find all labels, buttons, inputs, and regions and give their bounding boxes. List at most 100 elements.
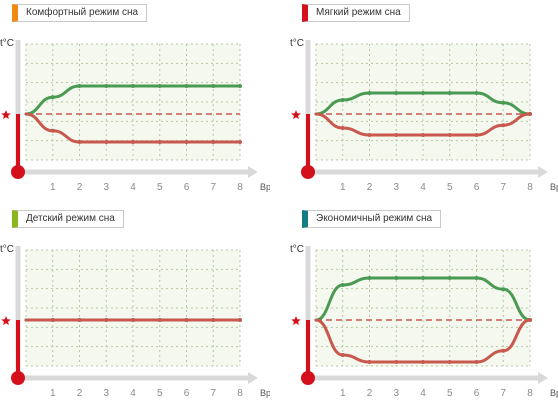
data-point <box>157 84 162 88</box>
x-axis-arrow <box>538 166 548 178</box>
panel-eco: Экономичный режим сна t°C 1 2 3 4 5 6 7 8 Время (ч… <box>290 206 558 406</box>
thermometer-bulb <box>11 371 25 385</box>
x-axis-label: Время (ч) <box>550 388 558 398</box>
x-tick-label: 1 <box>50 182 56 193</box>
thermometer-bulb <box>11 165 25 179</box>
data-point <box>157 318 162 322</box>
x-tick-label: 8 <box>527 182 533 193</box>
x-tick-label: 3 <box>103 182 109 193</box>
line-chart: 1 2 3 4 5 6 7 8 Время (ч) <box>1 246 270 399</box>
data-point <box>528 318 532 322</box>
data-point <box>394 91 399 95</box>
panel-child: Детский режим сна t°C 1 2 3 4 5 6 7 8 Время (ч) <box>0 206 270 406</box>
x-tick-label: 8 <box>237 182 243 193</box>
x-tick-label: 3 <box>393 182 399 193</box>
chart-title: Экономичный режим сна <box>302 210 442 228</box>
data-point <box>104 318 109 322</box>
data-point <box>77 318 82 322</box>
x-tick-label: 2 <box>367 182 373 193</box>
chart-title: Детский режим сна <box>12 210 124 228</box>
data-point <box>131 318 135 322</box>
x-tick-label: 8 <box>237 388 243 399</box>
data-point <box>340 98 345 102</box>
line-chart: 1 2 3 4 5 6 7 8 Время (ч) <box>291 40 558 193</box>
x-tick-label: 5 <box>447 388 453 399</box>
data-point <box>367 276 372 280</box>
x-tick-label: 5 <box>447 182 453 193</box>
x-tick-label: 6 <box>184 182 190 193</box>
data-point <box>474 133 479 137</box>
data-point <box>394 133 399 137</box>
chart-title: Комфортный режим сна <box>12 4 148 22</box>
line-chart: 1 2 3 4 5 6 7 8 Время (ч) <box>291 246 558 399</box>
data-point <box>447 360 452 364</box>
x-axis-arrow <box>248 372 258 384</box>
x-tick-label: 1 <box>340 388 346 399</box>
data-point <box>77 140 82 144</box>
data-point <box>104 140 109 144</box>
setpoint-star-icon <box>1 316 11 325</box>
x-tick-label: 4 <box>420 182 426 193</box>
x-tick-label: 7 <box>500 388 506 399</box>
data-point <box>528 112 532 116</box>
data-point <box>131 84 135 88</box>
data-point <box>104 84 109 88</box>
panel-soft: Мягкий режим сна t°C 1 2 3 4 5 6 7 8 Время (ч) <box>290 0 558 200</box>
data-point <box>474 360 479 364</box>
x-tick-label: 1 <box>340 182 346 193</box>
data-point <box>501 348 506 353</box>
data-point <box>421 276 425 280</box>
data-point <box>184 318 189 322</box>
x-tick-label: 6 <box>184 388 190 399</box>
x-tick-label: 6 <box>474 182 480 193</box>
data-point <box>50 318 55 322</box>
data-point <box>447 91 452 95</box>
setpoint-star-icon <box>1 110 11 119</box>
chart-title: Мягкий режим сна <box>302 4 410 22</box>
data-point <box>394 276 399 280</box>
x-tick-label: 7 <box>210 182 216 193</box>
thermometer-bulb <box>301 165 315 179</box>
data-point <box>77 84 82 88</box>
data-point <box>501 123 506 128</box>
x-tick-label: 7 <box>500 182 506 193</box>
data-point <box>184 84 189 88</box>
x-tick-label: 6 <box>474 388 480 399</box>
data-point <box>211 318 216 322</box>
data-point <box>447 276 452 280</box>
x-tick-label: 7 <box>210 388 216 399</box>
x-tick-label: 1 <box>50 388 56 399</box>
x-tick-label: 4 <box>130 182 136 193</box>
data-point <box>421 91 425 95</box>
data-point <box>447 133 452 137</box>
data-point <box>474 91 479 95</box>
x-tick-label: 3 <box>393 388 399 399</box>
x-tick-label: 4 <box>420 388 426 399</box>
thermometer-bulb <box>301 371 315 385</box>
data-point <box>184 140 189 144</box>
y-axis-unit-label: t°C <box>0 38 14 49</box>
data-point <box>340 126 345 130</box>
data-point <box>238 84 242 88</box>
data-point <box>367 91 372 95</box>
data-point <box>131 140 135 144</box>
setpoint-star-icon <box>291 316 301 325</box>
x-tick-label: 5 <box>157 388 163 399</box>
data-point <box>474 276 479 280</box>
data-point <box>501 287 506 292</box>
data-point <box>157 140 162 144</box>
data-point <box>50 95 55 100</box>
data-point <box>50 128 55 133</box>
x-tick-label: 5 <box>157 182 163 193</box>
x-tick-label: 2 <box>77 388 83 399</box>
y-axis-unit-label: t°C <box>290 244 304 255</box>
data-point <box>211 84 216 88</box>
data-point <box>340 353 345 357</box>
data-point <box>238 140 242 144</box>
panel-comfort: Комфортный режим сна t°C 1 2 3 4 5 6 7 8 Время (ч) <box>0 0 270 200</box>
x-tick-label: 4 <box>130 388 136 399</box>
data-point <box>238 318 242 322</box>
data-point <box>367 133 372 137</box>
data-point <box>421 133 425 137</box>
data-point <box>211 140 216 144</box>
